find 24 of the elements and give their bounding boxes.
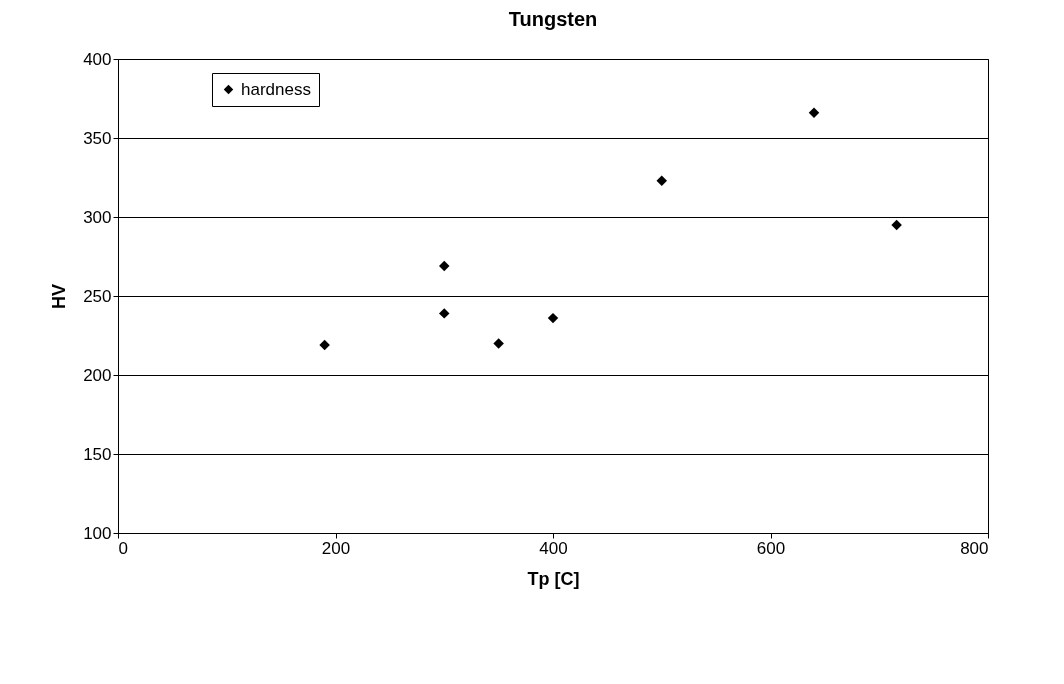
point xyxy=(656,175,667,186)
y-tick-label: 200 xyxy=(83,365,112,385)
x-axis-title: Tp [C] xyxy=(527,568,580,589)
x-tick-label: 400 xyxy=(539,538,568,558)
x-tick-label: 0 xyxy=(118,538,128,558)
x-tick-label: 800 xyxy=(960,538,989,558)
point xyxy=(439,260,450,272)
point xyxy=(808,107,820,118)
y-tick-label: 300 xyxy=(83,207,112,227)
point xyxy=(547,312,559,324)
y-tick-label: 250 xyxy=(83,286,112,306)
point xyxy=(493,338,504,349)
chart-title: Tungsten xyxy=(508,8,598,30)
point xyxy=(319,339,330,351)
point xyxy=(439,308,450,319)
y-tick-label: 150 xyxy=(83,444,112,464)
y-axis-title: HV xyxy=(49,283,70,310)
y-tick-label: 350 xyxy=(83,128,112,148)
legend-label: hardness xyxy=(241,79,311,99)
x-tick-label: 600 xyxy=(756,538,786,558)
point xyxy=(891,219,902,231)
y-tick-label: 100 xyxy=(83,523,112,543)
x-tick-label: 200 xyxy=(321,538,351,558)
y-tick-label: 400 xyxy=(83,49,112,69)
